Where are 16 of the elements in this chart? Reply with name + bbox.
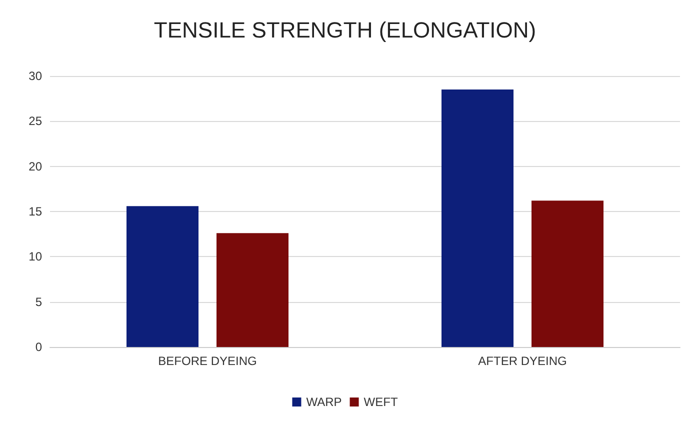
y-tick-label: 25 bbox=[28, 114, 42, 128]
y-tick-label: 15 bbox=[28, 204, 42, 218]
y-tick-label: 20 bbox=[28, 159, 42, 174]
legend-label: WARP bbox=[306, 395, 342, 409]
bar bbox=[126, 206, 198, 347]
chart-title: TENSILE STRENGTH (ELONGATION) bbox=[154, 18, 536, 42]
bar bbox=[216, 233, 288, 347]
y-tick-label: 30 bbox=[28, 69, 42, 83]
x-tick-label: BEFORE DYEING bbox=[158, 354, 257, 368]
y-tick-label: 0 bbox=[35, 340, 42, 354]
bar bbox=[532, 200, 604, 347]
y-tick-label: 10 bbox=[28, 250, 42, 264]
bar bbox=[442, 90, 514, 347]
y-tick-label: 5 bbox=[35, 294, 42, 309]
legend-label: WEFT bbox=[364, 395, 398, 409]
x-tick-label: AFTER DYEING bbox=[478, 354, 567, 368]
